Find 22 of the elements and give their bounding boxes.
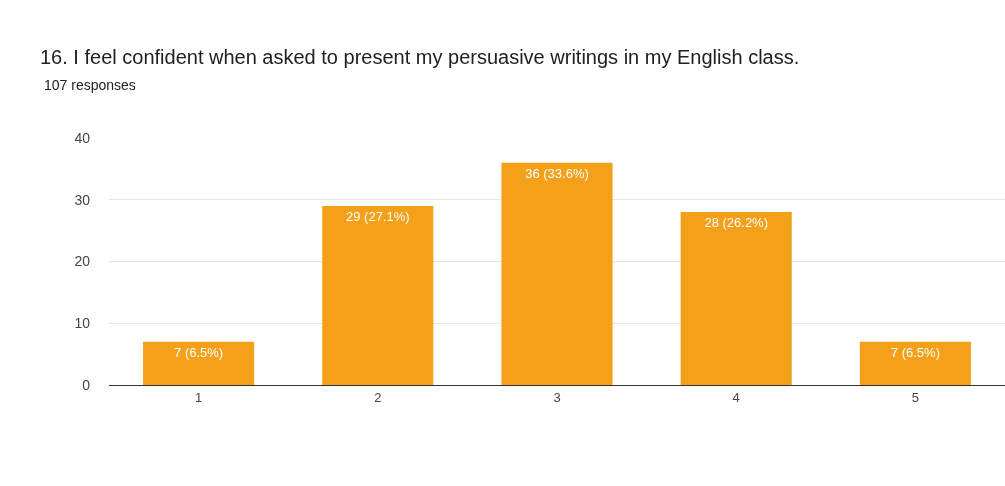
y-tick-label: 20: [74, 253, 91, 270]
data-label: 28 (26.2%): [704, 215, 768, 231]
bar: [501, 162, 613, 385]
data-label: 7 (6.5%): [890, 344, 940, 360]
chart-subtitle: 107 responses: [44, 77, 136, 93]
chart-title: 16. I feel confident when asked to present my persuasive writings in my English class.: [40, 46, 800, 68]
y-tick-label: 10: [74, 315, 91, 332]
x-tick-label: 2: [374, 389, 382, 405]
data-label: 29 (27.1%): [346, 208, 410, 224]
y-tick-label: 40: [74, 129, 91, 146]
y-tick-label: 30: [74, 191, 91, 208]
y-tick-label: 0: [82, 376, 91, 393]
x-tick-label: 3: [553, 389, 561, 405]
bar: [680, 212, 792, 385]
bar: [143, 341, 255, 385]
bar: [859, 341, 971, 385]
data-label: 36 (33.6%): [525, 165, 589, 181]
x-tick-label: 4: [732, 389, 740, 405]
x-tick-label: 5: [911, 389, 920, 405]
x-tick-label: 1: [194, 389, 203, 405]
bar: [322, 205, 434, 385]
data-label: 7 (6.5%): [174, 344, 224, 360]
